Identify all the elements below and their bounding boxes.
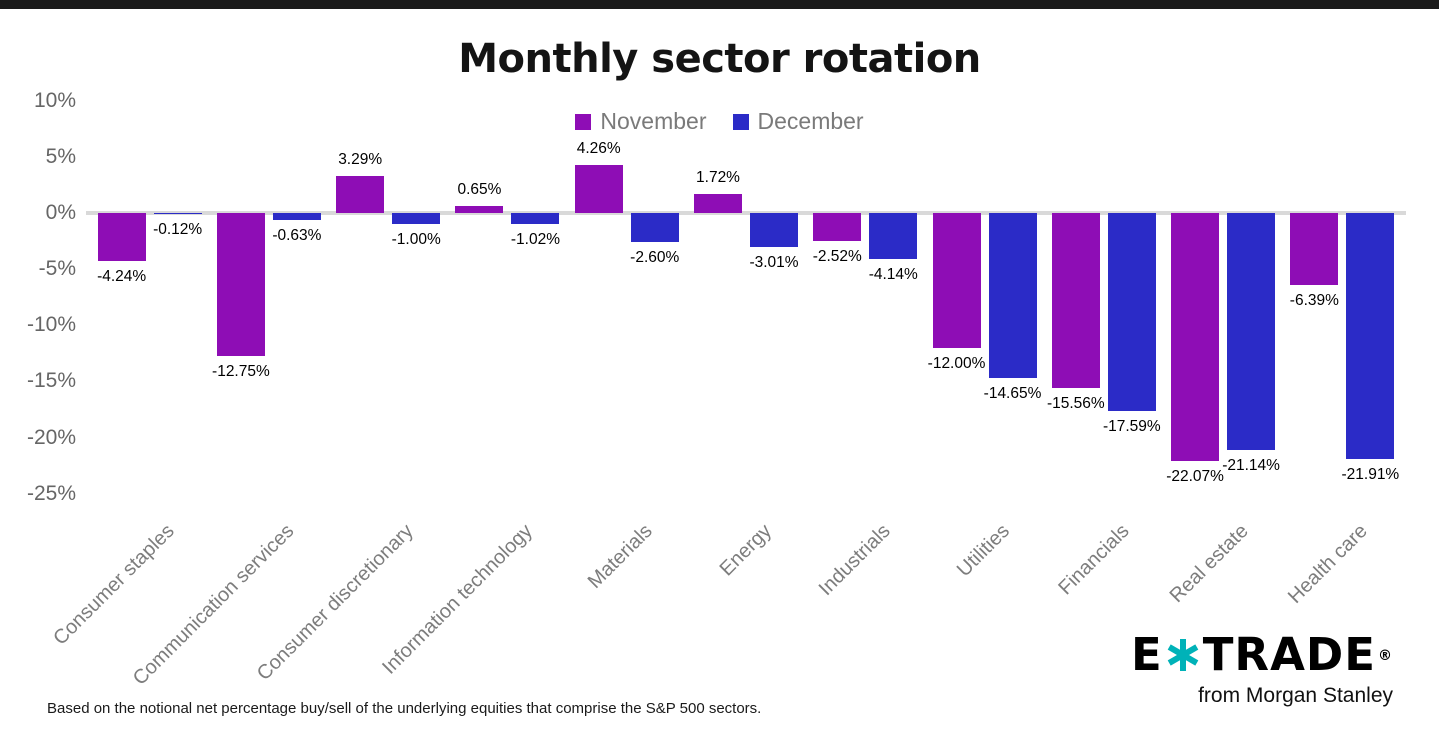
y-tick-label: -20% xyxy=(26,425,76,449)
y-tick-label: -10% xyxy=(26,313,76,337)
top-bar xyxy=(0,0,1439,9)
x-category-label: Financials xyxy=(1054,520,1134,600)
bar-november-4 xyxy=(574,165,623,213)
bar-december-6 xyxy=(869,213,918,260)
bar-december-0 xyxy=(153,213,202,215)
bar-value-label: -1.00% xyxy=(391,231,441,249)
bar-december-2 xyxy=(392,213,441,225)
legend-swatch-november xyxy=(575,113,592,130)
x-category-label: Utilities xyxy=(952,520,1015,582)
bar-value-label: -0.12% xyxy=(153,221,203,239)
bar-november-5 xyxy=(694,193,742,213)
bar-value-label: -0.63% xyxy=(272,227,322,245)
bar-value-label: -15.56% xyxy=(1046,394,1105,412)
legend: November December xyxy=(0,108,1439,135)
bar-value-label: -17.59% xyxy=(1102,417,1161,435)
bar-value-label: -3.01% xyxy=(749,253,799,271)
etrade-logo: E TRADE ® from Morgan Stanley xyxy=(1131,630,1393,708)
registered-mark: ® xyxy=(1378,648,1393,664)
bar-value-label: -4.14% xyxy=(868,266,918,284)
bar-value-label: 1.72% xyxy=(696,168,740,186)
x-category-label: Health care xyxy=(1284,520,1372,608)
legend-label-november: November xyxy=(600,108,707,134)
x-category-label: Energy xyxy=(715,520,776,581)
bar-december-3 xyxy=(511,213,560,225)
x-category-label: Industrials xyxy=(814,520,895,601)
bar-november-6 xyxy=(813,213,862,242)
logo-tagline: from Morgan Stanley xyxy=(1198,684,1393,707)
y-tick-label: 0% xyxy=(45,201,76,224)
bar-november-2 xyxy=(336,176,385,213)
logo-letter-e: E xyxy=(1130,628,1163,681)
chart-title: Monthly sector rotation xyxy=(458,36,981,82)
footnote: Based on the notional net percentage buy… xyxy=(47,700,762,717)
y-tick-label: -5% xyxy=(38,257,76,281)
bar-december-10 xyxy=(1346,213,1395,460)
x-category-label: Real estate xyxy=(1165,520,1253,608)
bar-value-label: -6.39% xyxy=(1289,291,1339,309)
x-category-label: Materials xyxy=(583,520,657,593)
bar-value-label: -4.24% xyxy=(97,267,147,285)
bar-december-7 xyxy=(988,213,1037,378)
bar-value-label: -21.91% xyxy=(1341,466,1400,484)
bar-november-7 xyxy=(932,213,981,348)
etrade-wordmark: E TRADE ® xyxy=(1131,630,1393,680)
bar-november-3 xyxy=(455,205,504,213)
bar-november-1 xyxy=(216,213,265,357)
bar-november-8 xyxy=(1051,213,1100,388)
bar-november-9 xyxy=(1171,213,1220,461)
y-tick-label: -15% xyxy=(26,369,76,393)
bar-value-label: -2.60% xyxy=(630,249,680,267)
bar-value-label: 4.26% xyxy=(576,140,621,158)
y-tick-label: -25% xyxy=(26,481,76,505)
y-tick-label: 10% xyxy=(33,88,76,112)
bar-value-label: -1.02% xyxy=(510,231,561,249)
bar-december-9 xyxy=(1227,213,1276,451)
logo-word-trade: TRADE xyxy=(1202,628,1376,681)
bar-value-label: -22.07% xyxy=(1166,467,1224,485)
bar-value-label: -12.75% xyxy=(212,363,270,381)
bar-value-label: -2.52% xyxy=(812,248,862,266)
bar-december-5 xyxy=(750,213,798,247)
etrade-star-icon xyxy=(1166,638,1200,672)
zero-axis-line xyxy=(86,211,1406,215)
bar-value-label: -12.00% xyxy=(927,354,986,372)
bar-value-label: 3.29% xyxy=(338,151,383,169)
bar-december-4 xyxy=(630,213,679,243)
bar-value-label: 0.65% xyxy=(457,180,502,198)
y-tick-label: 5% xyxy=(45,144,76,168)
bar-value-label: -21.14% xyxy=(1222,457,1280,475)
bar-december-8 xyxy=(1107,213,1156,411)
legend-swatch-december xyxy=(732,113,749,130)
legend-item-november: November xyxy=(575,108,707,135)
legend-label-december: December xyxy=(757,108,864,134)
bar-value-label: -14.65% xyxy=(983,384,1042,402)
bar-december-1 xyxy=(272,213,321,221)
bar-november-0 xyxy=(97,213,146,261)
bar-november-10 xyxy=(1290,213,1339,285)
legend-item-december: December xyxy=(732,108,864,135)
x-category-label: Consumer staples xyxy=(49,520,180,650)
